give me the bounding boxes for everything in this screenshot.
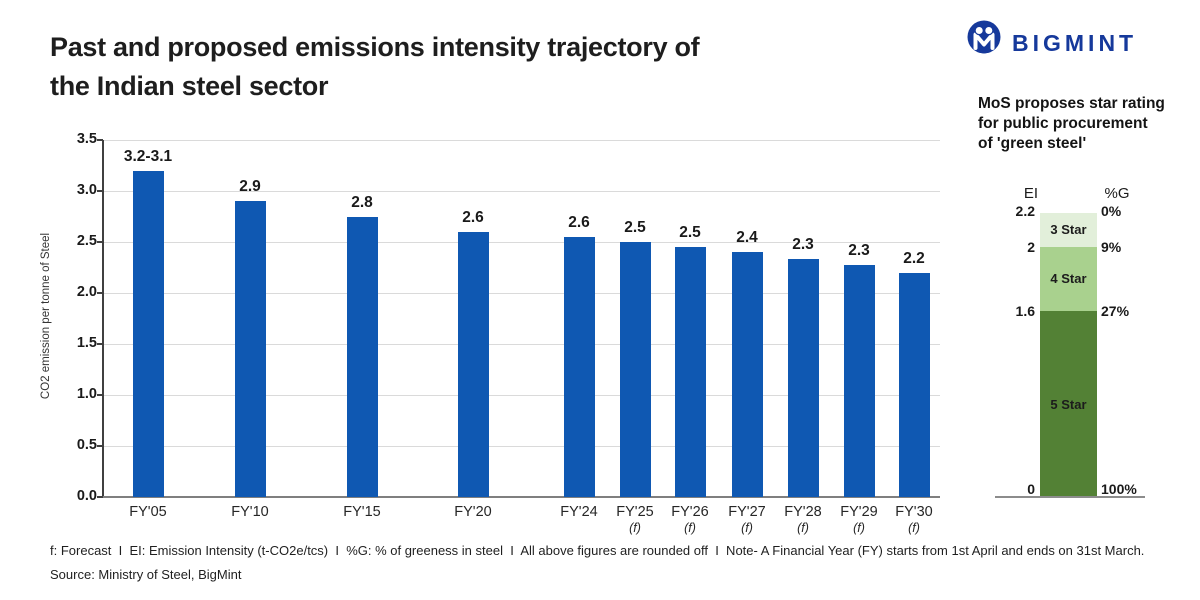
forecast-flag-label: (f) bbox=[797, 521, 809, 535]
x-tick-label: FY'26 bbox=[671, 504, 709, 520]
x-tick-label: FY'28 bbox=[784, 504, 822, 520]
forecast-flag-label: (f) bbox=[908, 521, 920, 535]
pct-scale-label: 100% bbox=[1101, 481, 1137, 497]
gridline bbox=[103, 139, 940, 141]
pct-scale-label: 9% bbox=[1101, 239, 1122, 255]
y-tick-mark bbox=[97, 241, 103, 243]
gridline bbox=[103, 394, 940, 396]
x-tick-label: FY'20 bbox=[454, 504, 492, 520]
y-tick-label: 0.5 bbox=[76, 437, 97, 453]
y-tick-label: 1.0 bbox=[76, 386, 97, 402]
emissions-bar-chart: CO2 emission per tonne of Steel 0.0 0.5 1.… bbox=[40, 131, 940, 535]
segment-label: 5 Star bbox=[1050, 396, 1087, 412]
y-tick-mark bbox=[97, 394, 103, 396]
ei-scale-label: 0 bbox=[1027, 481, 1035, 497]
brand-logo: BIGMINT bbox=[965, 20, 1138, 64]
segment-3-star bbox=[1040, 213, 1097, 247]
forecast-flag-label: (f) bbox=[629, 521, 641, 535]
bar-value-label: 2.3 bbox=[848, 242, 870, 260]
bar-value-label: 2.3 bbox=[792, 236, 814, 254]
bar-FY'30 bbox=[898, 272, 930, 497]
bar-FY'10 bbox=[234, 201, 266, 497]
gridline bbox=[103, 190, 940, 192]
forecast-flag-label: (f) bbox=[853, 521, 865, 535]
ei-scale-label: 1.6 bbox=[1015, 303, 1035, 319]
side-title-line1: MoS proposes star rating bbox=[978, 95, 1165, 112]
segment-label: 3 Star bbox=[1050, 222, 1087, 237]
footnotes: f: Forecast I EI: Emission Intensity (t-… bbox=[50, 543, 1145, 558]
y-tick-mark bbox=[97, 496, 103, 498]
ei-scale-label: 2 bbox=[1027, 239, 1035, 255]
x-tick-label: FY'24 bbox=[560, 504, 598, 520]
y-tick-mark bbox=[97, 445, 103, 447]
x-tick-label: FY'25 bbox=[616, 504, 654, 520]
bar-value-label: 2.5 bbox=[624, 219, 646, 236]
x-tick-label: FY'29 bbox=[840, 504, 878, 520]
side-title-line2: for public procurement bbox=[978, 115, 1148, 132]
pct-scale-label: 27% bbox=[1101, 303, 1130, 319]
x-tick-label: FY'10 bbox=[231, 504, 269, 520]
pct-scale-label: 0% bbox=[1101, 203, 1122, 219]
bar-value-label: 3.2-3.1 bbox=[123, 147, 173, 165]
y-tick-mark bbox=[97, 343, 103, 345]
y-tick-label: 3.5 bbox=[76, 131, 97, 147]
side-title-line3: of 'green steel' bbox=[978, 135, 1087, 152]
bar-value-label: 2.9 bbox=[239, 178, 261, 196]
page-title-line2: the Indian steel sector bbox=[50, 71, 329, 101]
y-tick-label: 2.0 bbox=[76, 284, 97, 300]
bar-FY'25 bbox=[619, 242, 651, 497]
page-title-line1: Past and proposed emissions intensity tr… bbox=[50, 32, 700, 62]
y-tick-mark bbox=[97, 292, 103, 294]
segment-label: 4 Star bbox=[1050, 271, 1087, 286]
bar-FY'28 bbox=[787, 259, 819, 497]
segment-4-star bbox=[1040, 247, 1097, 311]
y-tick-label: 0.0 bbox=[76, 488, 97, 504]
bar-FY'15 bbox=[346, 216, 378, 497]
y-tick-label: 1.5 bbox=[76, 335, 97, 351]
x-tick-label: FY'30 bbox=[895, 504, 933, 520]
x-tick-label: FY'15 bbox=[343, 504, 381, 520]
bar-value-label: 2.4 bbox=[736, 229, 758, 247]
pct-column-header: %G bbox=[1104, 185, 1130, 202]
bar-value-label: 2.2 bbox=[903, 249, 925, 267]
side-chart-title: MoS proposes star rating for public proc… bbox=[978, 94, 1193, 154]
x-tick-label: FY'05 bbox=[129, 504, 167, 520]
ei-scale-label: 2.2 bbox=[1015, 203, 1035, 219]
forecast-flag-label: (f) bbox=[684, 521, 696, 535]
gridline bbox=[103, 445, 940, 447]
source-line: Source: Ministry of Steel, BigMint bbox=[50, 567, 242, 582]
gridline bbox=[103, 343, 940, 345]
y-axis-title: CO2 emission per tonne of Steel bbox=[40, 232, 52, 400]
bar-value-label: 2.6 bbox=[462, 208, 484, 226]
gridline bbox=[103, 292, 940, 294]
bar-FY'27 bbox=[731, 252, 763, 497]
bar-FY'24 bbox=[563, 236, 595, 497]
y-tick-mark bbox=[97, 139, 103, 141]
bar-value-label: 2.5 bbox=[679, 224, 701, 242]
gridline bbox=[103, 241, 940, 243]
side-baseline bbox=[995, 496, 1145, 498]
bar-FY'20 bbox=[457, 231, 489, 497]
x-tick-label: FY'27 bbox=[728, 504, 766, 520]
y-tick-mark bbox=[97, 190, 103, 192]
y-axis-line bbox=[102, 140, 104, 498]
bar-FY'26 bbox=[674, 247, 706, 497]
ei-column-header: EI bbox=[1023, 185, 1039, 202]
forecast-flag-label: (f) bbox=[741, 521, 753, 535]
bar-FY'05 bbox=[132, 170, 164, 497]
star-rating-chart: MoS proposes star rating for public proc… bbox=[955, 80, 1200, 520]
brand-name: BIGMINT bbox=[1012, 29, 1138, 56]
bigmint-logo-icon bbox=[965, 19, 1003, 68]
bar-value-label: 2.6 bbox=[568, 213, 590, 231]
x-axis-line bbox=[103, 496, 940, 498]
segment-5-star bbox=[1040, 311, 1097, 498]
bar-value-label: 2.8 bbox=[351, 193, 373, 211]
y-tick-label: 3.0 bbox=[76, 182, 97, 198]
page-title: Past and proposed emissions intensity tr… bbox=[50, 28, 870, 106]
bar-FY'29 bbox=[843, 265, 875, 497]
y-tick-label: 2.5 bbox=[76, 233, 97, 249]
